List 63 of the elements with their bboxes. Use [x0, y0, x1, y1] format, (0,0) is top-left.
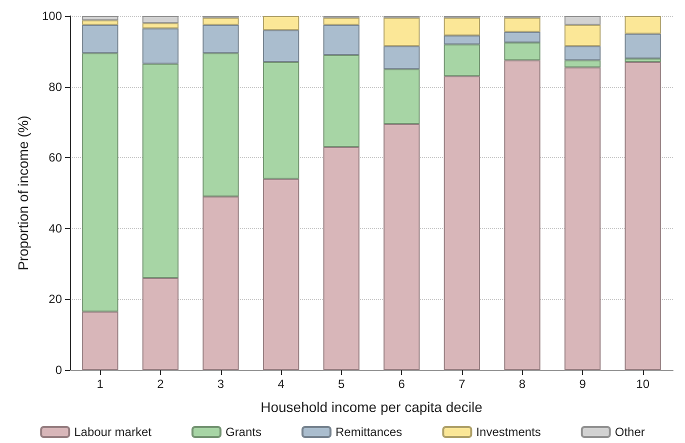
bar — [142, 64, 179, 278]
bar — [202, 196, 239, 370]
y-tick-label: 40 — [48, 221, 62, 236]
legend-label: Remittances — [335, 425, 402, 439]
legend-label: Labour market — [74, 425, 152, 439]
bar — [323, 54, 360, 147]
bar — [384, 18, 420, 46]
y-tick-label: 100 — [42, 9, 62, 23]
y-tick-label: 80 — [48, 80, 62, 94]
bar — [323, 146, 360, 370]
bar — [624, 16, 661, 34]
y-tick-label: 0 — [55, 363, 62, 377]
bar — [504, 18, 540, 32]
x-tick-label: 6 — [398, 377, 406, 391]
bar — [142, 278, 179, 370]
bar — [82, 20, 118, 25]
bar — [564, 67, 601, 370]
x-tick-label: 2 — [157, 377, 164, 391]
x-axis-title: Household income per capita decile — [260, 399, 483, 415]
bar — [624, 34, 661, 58]
bar — [384, 124, 420, 370]
x-tick-label: 8 — [518, 377, 526, 391]
x-tick-label: 7 — [458, 377, 466, 391]
bar — [624, 58, 661, 62]
x-tick-label: 9 — [579, 377, 586, 391]
bar — [564, 60, 601, 68]
y-tick-label: 20 — [48, 292, 62, 306]
x-tick-label: 4 — [278, 377, 285, 391]
bar — [624, 62, 661, 370]
bar — [262, 62, 300, 179]
bar — [323, 24, 360, 55]
legend-label: Investments — [476, 425, 541, 439]
bar — [262, 178, 300, 370]
bar — [142, 23, 179, 28]
bar — [564, 46, 601, 60]
bar — [444, 35, 480, 44]
bar — [504, 42, 540, 60]
x-tick-label: 3 — [217, 377, 224, 391]
bar — [202, 18, 239, 25]
x-tick-label: 1 — [96, 377, 104, 391]
bar — [82, 24, 118, 54]
bar — [444, 76, 480, 370]
bar — [82, 53, 118, 312]
bar — [504, 60, 540, 370]
x-tick-label: 5 — [338, 377, 346, 391]
bar — [323, 18, 360, 25]
bar — [202, 24, 239, 54]
bar — [384, 46, 420, 70]
bar — [444, 18, 480, 36]
legend-label: Other — [614, 425, 645, 439]
y-axis-title: Proportion of income (%) — [15, 116, 31, 270]
bar — [504, 32, 540, 43]
bar — [444, 44, 480, 76]
bar — [202, 53, 239, 197]
bar — [262, 16, 300, 30]
bar — [384, 69, 420, 124]
y-tick-label: 60 — [48, 150, 62, 165]
bar — [262, 30, 300, 62]
x-tick-label: 10 — [636, 377, 650, 391]
bar — [142, 28, 179, 64]
bar — [82, 312, 118, 370]
bar — [564, 24, 601, 46]
legend-label: Grants — [225, 425, 262, 439]
